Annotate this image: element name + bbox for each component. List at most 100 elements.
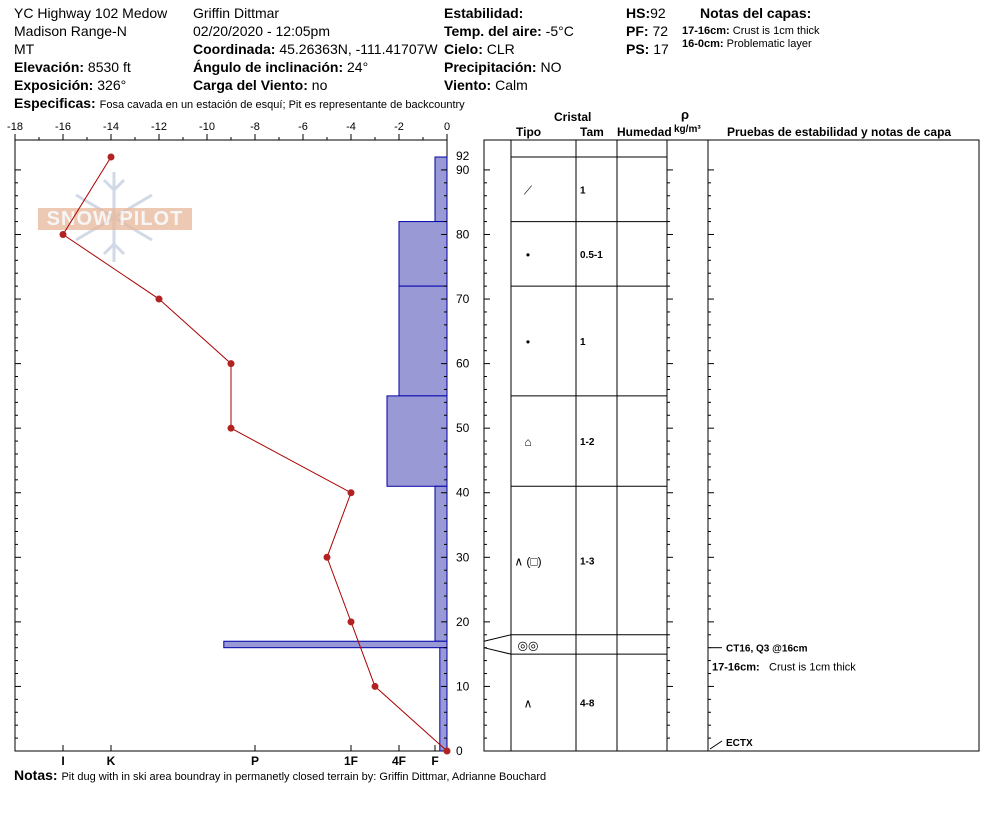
elevation-value: 8530 ft [87,59,131,75]
datetime: 02/20/2020 - 12:05pm [193,23,330,39]
temperature-point-2 [155,295,163,303]
temperature-line [62,156,448,752]
chart-frame [14,139,448,752]
layer-size-2: 1 [580,337,586,348]
crust-connector-top [483,634,512,642]
moisture-header: Humedad [617,125,672,139]
temp-tick-label-3: -12 [151,121,167,133]
temp-tick-label-0: -18 [7,121,23,133]
temperature-point-6 [323,553,331,561]
layer-note-text: Crust is 1cm thick [769,662,856,674]
hardness-bar-2 [398,285,448,397]
hardness-label-1: K [107,754,116,768]
hardness-bar-3 [386,395,448,487]
depth-tick-label-4: 40 [456,486,470,500]
angle-value: 24° [347,59,369,75]
layer-table-frame [483,139,980,752]
specifics: Especificas: Fosa cavada en un estación … [14,95,465,112]
precip-value: NO [540,59,562,75]
depth-tick-label-8: 80 [456,227,470,241]
hardness-label-5: F [431,754,438,768]
depth-tick-label-0: 0 [456,744,463,758]
layer-size-0: 1 [580,185,586,196]
location: YC Highway 102 Medow [14,5,168,21]
temperature-point-3 [227,360,235,368]
sky-value: CLR [486,41,515,57]
temperature-point-5 [347,489,355,497]
precip-label: Precipitación: [444,59,537,75]
layer-notes-title: Notas del capas: [700,5,812,21]
pf: PF: 72 [626,23,668,39]
wind-label: Viento: [444,77,492,93]
temp-tick-label-1: -16 [55,121,71,133]
layer-grain-4: ∧ (□) [514,555,541,569]
stability: Estabilidad: [444,5,523,21]
ps-value: 17 [653,41,669,57]
pf-label: PF: [626,23,649,39]
hs-label: HS: [626,5,651,21]
hs: HS:92 [626,5,666,21]
layer-note-2: 16-0cm: Problematic layer [682,38,812,51]
temperature-point-1 [59,230,67,238]
density-symbol: ρ [681,107,690,122]
depth-tick-label-2: 20 [456,615,470,629]
layer-note-range: 17-16cm: [712,662,760,674]
depth-tick-label-10: 92 [456,149,470,163]
pf-value: 72 [652,23,669,39]
hardness-label-4: 4F [392,754,406,768]
stability-label: Estabilidad: [444,5,524,21]
hardness-bar-0 [434,156,448,223]
wind-load-value: no [311,77,328,93]
coordinates: Coordinada: 45.26363N, -111.41707W [193,41,438,57]
layer-size-1: 0.5-1 [580,250,603,261]
air-temp-value: -5°C [545,23,574,39]
crystal-header: Cristal [554,110,592,124]
depth-tick-label-7: 70 [456,292,470,306]
observer: Griffin Dittmar [193,5,280,21]
air-temp: Temp. del aire: -5°C [444,23,574,39]
test-label-1: ECTX [726,738,753,749]
depth-tick-label-6: 60 [456,357,470,371]
temp-tick-label-9: 0 [444,121,450,133]
snowpilot-logo: SNOW PILOT [38,170,198,270]
precipitation: Precipitación: NO [444,59,561,75]
layer-grain-6: ∧ [524,697,533,711]
layer-grain-5: ◎◎ [518,638,539,652]
elevation: Elevación: 8530 ft [14,59,131,75]
layer-grain-2: • [526,335,530,349]
range: Madison Range-N [14,23,127,39]
sky: Cielo: CLR [444,41,515,57]
ps: PS: 17 [626,41,669,57]
temperature-point-4 [227,424,235,432]
exposure: Exposición: 326° [14,77,126,93]
layer-note-1-range: 17-16cm: [682,25,730,37]
hardness-label-0: I [61,754,64,768]
depth-tick-label-5: 50 [456,421,470,435]
temperature-point-7 [347,618,355,626]
layer-size-4: 1-3 [580,557,595,568]
layer-note-1: 17-16cm: Crust is 1cm thick [682,25,820,38]
layer-grain-0: ⟋ [524,183,533,197]
hardness-label-3: 1F [344,754,358,768]
layer-size-3: 1-2 [580,437,595,448]
elevation-label: Elevación: [14,59,85,75]
hardness-label-2: P [251,754,259,768]
temperature-point-0 [107,153,115,161]
wind: Viento: Calm [444,77,528,93]
notes-label: Notas: [14,767,58,783]
layer-note-2-text: Problematic layer [726,38,812,50]
wind-value: Calm [495,77,528,93]
hs-value: 92 [650,5,666,21]
layer-grain-3: ⌂ [524,435,531,449]
hardness-bar-4 [434,485,448,642]
notes-value: Pit dug with in ski area boundray in per… [61,771,547,783]
specifics-value: Fosa cavada en un estación de esquí; Pit… [99,99,465,111]
test-arrow-1 [709,740,723,750]
depth-tick-label-3: 30 [456,550,470,564]
ps-label: PS: [626,41,650,57]
wind-load-label: Carga del Viento: [193,77,308,93]
hardness-bar-1 [398,221,448,287]
air-temp-label: Temp. del aire: [444,23,542,39]
specifics-label: Especificas: [14,95,96,111]
